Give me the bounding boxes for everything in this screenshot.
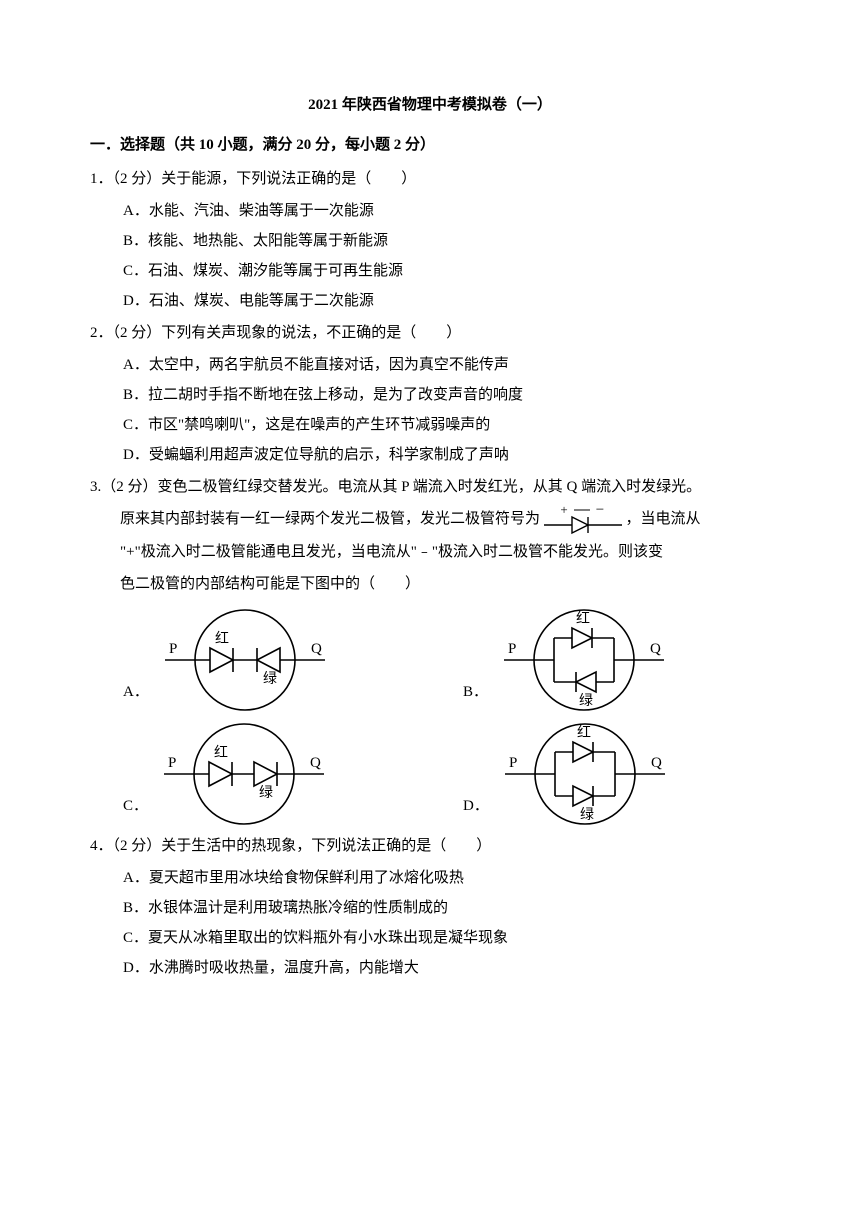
q4-option-c: C．夏天从冰箱里取出的饮料瓶外有小水珠出现是凝华现象 — [90, 923, 770, 953]
q3-option-c: C． P Q 红 绿 — [90, 715, 430, 829]
question-4-stem: 4．（2 分）关于生活中的热现象，下列说法正确的是（ ） — [90, 831, 770, 861]
svg-text:绿: 绿 — [263, 671, 277, 687]
q3-option-a-label: A． — [123, 677, 155, 715]
q3-options-row-1: A． P Q 红 绿 B． P Q — [90, 601, 770, 829]
q4-option-d: D．水沸腾时吸收热量，温度升高，内能增大 — [90, 953, 770, 983]
svg-text:−: − — [596, 505, 604, 518]
svg-text:绿: 绿 — [579, 693, 593, 709]
q1-option-b: B．核能、地热能、太阳能等属于新能源 — [90, 226, 770, 256]
q3-option-c-label: C． — [123, 791, 154, 829]
q2-option-c: C．市区"禁鸣喇叭"，这是在噪声的产生环节减弱噪声的 — [90, 410, 770, 440]
q2-option-b: B．拉二胡时手指不断地在弦上移动，是为了改变声音的响度 — [90, 380, 770, 410]
svg-text:P: P — [509, 755, 517, 771]
svg-text:P: P — [169, 641, 177, 657]
svg-text:Q: Q — [311, 641, 322, 657]
q2-option-d: D．受蝙蝠利用超声波定位导航的启示，科学家制成了声呐 — [90, 440, 770, 470]
svg-text:Q: Q — [651, 755, 662, 771]
svg-text:红: 红 — [576, 611, 590, 627]
svg-text:红: 红 — [214, 745, 228, 761]
question-3-line3: "+"极流入时二极管能通电且发光，当电流从"﹣"极流入时二极管不能发光。则该变 — [90, 537, 770, 567]
question-3-line4: 色二极管的内部结构可能是下图中的（ ） — [90, 569, 770, 599]
q4-option-a: A．夏天超市里用冰块给食物保鲜利用了冰熔化吸热 — [90, 863, 770, 893]
q1-option-c: C．石油、煤炭、潮汐能等属于可再生能源 — [90, 256, 770, 286]
q3-option-d-label: D． — [463, 791, 495, 829]
svg-text:绿: 绿 — [580, 807, 594, 823]
section-1-heading: 一．选择题（共 10 小题，满分 20 分，每小题 2 分） — [90, 130, 770, 160]
svg-text:P: P — [508, 641, 516, 657]
q2-option-a: A．太空中，两名宇航员不能直接对话，因为真空不能传声 — [90, 350, 770, 380]
circuit-c-icon: P Q 红 绿 — [154, 719, 334, 829]
q3-line2a: 原来其内部封装有一红一绿两个发光二极管，发光二极管符号为 — [120, 511, 540, 527]
q3-option-b-label: B． — [463, 677, 494, 715]
svg-text:Q: Q — [310, 755, 321, 771]
circuit-b-icon: P Q 红 绿 — [494, 605, 674, 715]
q1-option-a: A．水能、汽油、柴油等属于一次能源 — [90, 196, 770, 226]
q4-option-b: B．水银体温计是利用玻璃热胀冷缩的性质制成的 — [90, 893, 770, 923]
svg-text:Q: Q — [650, 641, 661, 657]
question-3-line1: 3.（2 分）变色二极管红绿交替发光。电流从其 P 端流入时发红光，从其 Q 端… — [90, 472, 770, 502]
question-3-line2: 原来其内部封装有一红一绿两个发光二极管，发光二极管符号为 + − ，当电流从 — [90, 504, 770, 535]
q3-option-a: A． P Q 红 绿 — [90, 601, 430, 715]
q3-line2b: ，当电流从 — [626, 511, 701, 527]
svg-text:+: + — [560, 505, 567, 517]
svg-text:P: P — [168, 755, 176, 771]
diode-symbol-icon: + − — [544, 511, 626, 527]
svg-text:红: 红 — [577, 725, 591, 741]
q3-option-d: D． P Q 红 绿 — [430, 715, 770, 829]
circuit-a-icon: P Q 红 绿 — [155, 605, 335, 715]
question-2-stem: 2．（2 分）下列有关声现象的说法，不正确的是（ ） — [90, 318, 770, 348]
q1-option-d: D．石油、煤炭、电能等属于二次能源 — [90, 286, 770, 316]
exam-title: 2021 年陕西省物理中考模拟卷（一） — [90, 90, 770, 120]
question-1-stem: 1．（2 分）关于能源，下列说法正确的是（ ） — [90, 164, 770, 194]
svg-text:绿: 绿 — [259, 785, 273, 801]
q3-option-b: B． P Q 红 绿 — [430, 601, 770, 715]
circuit-d-icon: P Q 红 绿 — [495, 719, 675, 829]
svg-text:红: 红 — [215, 631, 229, 647]
